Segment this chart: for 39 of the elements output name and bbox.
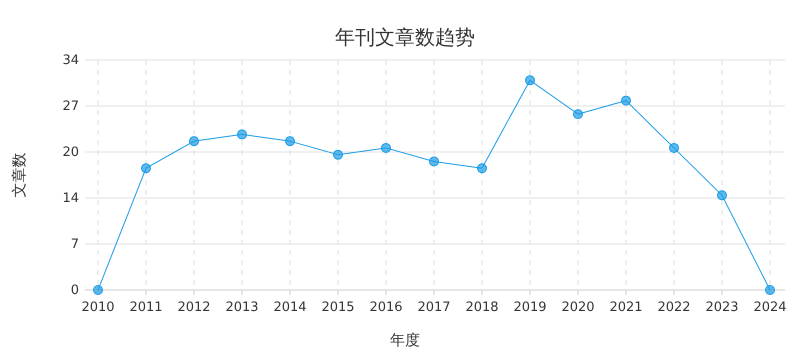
point xyxy=(429,156,439,166)
y-tick-label: 7 xyxy=(70,237,79,252)
x-tick-label: 2019 xyxy=(513,300,547,315)
x-tick-label: 2016 xyxy=(369,300,403,315)
y-tick-label: 34 xyxy=(62,53,79,68)
point xyxy=(573,109,583,120)
x-tick-label: 2021 xyxy=(609,300,643,315)
point xyxy=(285,136,295,146)
y-axis-title: 文章数 xyxy=(10,152,28,198)
y-tick-label: 0 xyxy=(70,283,79,298)
y-tick-label: 20 xyxy=(62,145,79,160)
x-tick-label: 2023 xyxy=(705,300,739,315)
point xyxy=(189,136,199,146)
point xyxy=(669,142,679,153)
y-tick-label: 14 xyxy=(62,191,79,206)
x-tick-label: 2017 xyxy=(417,300,451,315)
point xyxy=(717,190,727,200)
point xyxy=(381,142,391,153)
x-tick-label: 2012 xyxy=(177,300,211,315)
point xyxy=(477,163,487,174)
point xyxy=(525,75,535,86)
x-tick-label: 2024 xyxy=(753,300,787,315)
point xyxy=(141,163,151,174)
x-tick-label: 2020 xyxy=(561,300,595,315)
point xyxy=(765,285,775,295)
x-tick-label: 2022 xyxy=(657,300,691,315)
x-tick-label: 2013 xyxy=(225,300,259,315)
chart-title: 年刊文章数趋势 xyxy=(335,25,475,49)
point xyxy=(93,285,103,295)
x-tick-label: 2015 xyxy=(321,300,355,315)
point xyxy=(237,129,247,140)
x-tick-label: 2018 xyxy=(465,300,499,315)
y-tick-label: 27 xyxy=(62,99,79,114)
x-tick-label: 2011 xyxy=(129,300,163,315)
point xyxy=(333,150,343,160)
point xyxy=(621,96,631,106)
x-axis-title: 年度 xyxy=(390,331,420,349)
x-tick-label: 2010 xyxy=(81,300,115,315)
x-tick-label: 2014 xyxy=(273,300,307,315)
